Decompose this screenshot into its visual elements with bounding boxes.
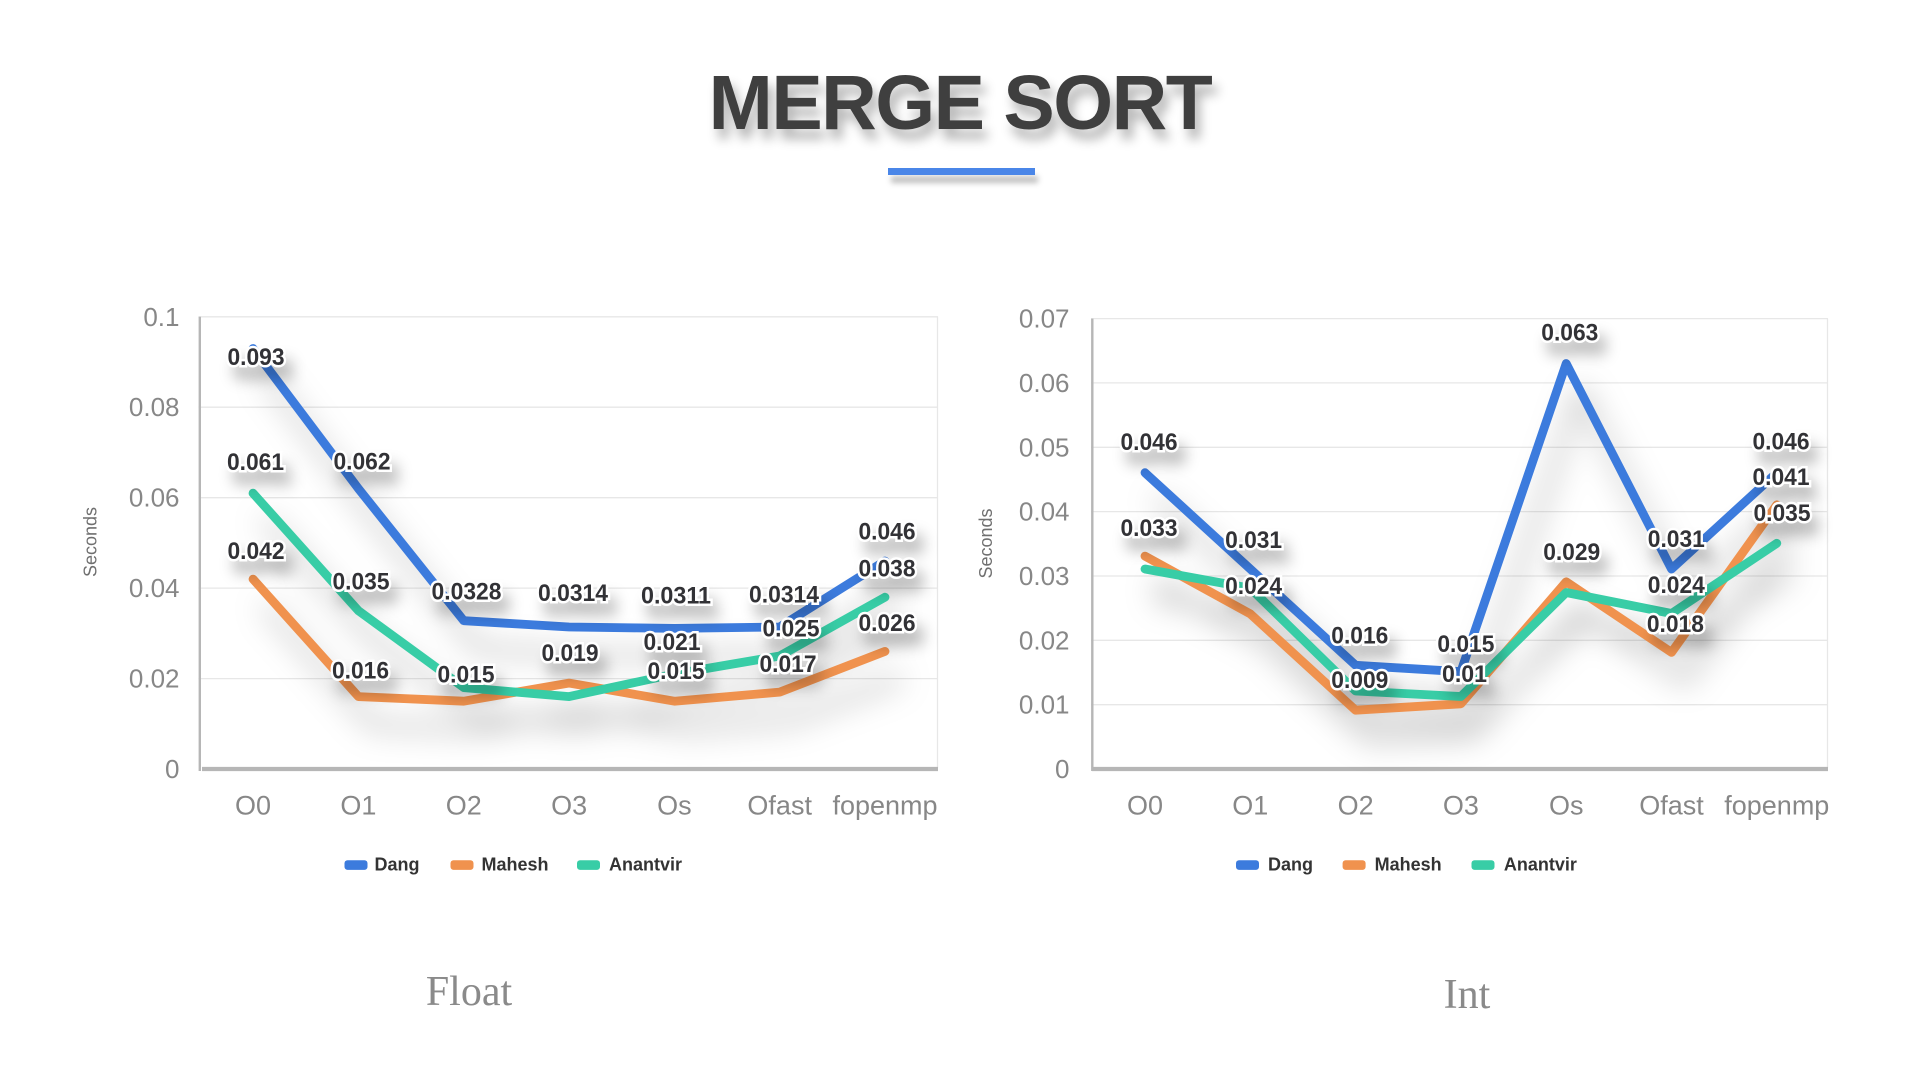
svg-text:0.08: 0.08: [129, 392, 180, 422]
svg-text:0.031: 0.031: [1648, 526, 1705, 553]
svg-text:0.063: 0.063: [1541, 320, 1598, 347]
svg-text:0.04: 0.04: [1019, 497, 1070, 527]
svg-text:0.031: 0.031: [1225, 527, 1282, 554]
svg-text:Anantvir: Anantvir: [609, 855, 682, 875]
svg-text:0.093: 0.093: [228, 344, 285, 371]
svg-text:0.015: 0.015: [1437, 631, 1494, 658]
svg-text:0.03: 0.03: [1019, 561, 1070, 591]
svg-text:Dang: Dang: [1268, 855, 1313, 875]
svg-text:Seconds: Seconds: [976, 508, 996, 578]
svg-text:0.033: 0.033: [1121, 515, 1178, 542]
svg-text:0: 0: [165, 754, 179, 784]
svg-text:0.015: 0.015: [648, 658, 705, 685]
svg-text:0.009: 0.009: [1331, 667, 1388, 694]
svg-text:Os: Os: [657, 790, 692, 820]
svg-text:0.07: 0.07: [1019, 304, 1070, 334]
svg-text:O1: O1: [340, 790, 376, 820]
svg-text:0.02: 0.02: [129, 664, 180, 694]
svg-text:Dang: Dang: [375, 855, 420, 875]
svg-text:Mahesh: Mahesh: [482, 855, 549, 875]
svg-text:0.019: 0.019: [542, 640, 599, 667]
svg-text:O3: O3: [1443, 790, 1479, 820]
svg-text:O3: O3: [551, 790, 587, 820]
svg-text:0.035: 0.035: [333, 569, 390, 596]
svg-text:0.06: 0.06: [1019, 368, 1070, 398]
svg-text:0.035: 0.035: [1754, 500, 1811, 527]
svg-text:0.04: 0.04: [129, 573, 180, 603]
svg-text:0: 0: [1055, 754, 1069, 784]
svg-text:0.024: 0.024: [1648, 572, 1706, 599]
svg-text:0.0311: 0.0311: [641, 583, 711, 610]
svg-text:Mahesh: Mahesh: [1375, 855, 1442, 875]
svg-text:O0: O0: [1127, 790, 1163, 820]
svg-text:0.038: 0.038: [859, 556, 916, 583]
svg-text:O2: O2: [1338, 790, 1374, 820]
svg-text:Anantvir: Anantvir: [1504, 855, 1577, 875]
svg-text:0.02: 0.02: [1019, 625, 1070, 655]
svg-text:0.0314: 0.0314: [749, 582, 820, 609]
svg-text:0.062: 0.062: [334, 449, 391, 476]
svg-text:fopenmp: fopenmp: [832, 790, 937, 820]
svg-text:0.046: 0.046: [859, 519, 916, 546]
svg-text:0.0328: 0.0328: [432, 579, 502, 606]
svg-text:0.06: 0.06: [129, 483, 180, 513]
svg-text:0.017: 0.017: [760, 651, 817, 678]
svg-text:0.042: 0.042: [228, 538, 285, 565]
svg-text:Seconds: Seconds: [81, 507, 101, 577]
svg-text:0.041: 0.041: [1753, 464, 1810, 491]
svg-text:O1: O1: [1232, 790, 1268, 820]
svg-text:0.0314: 0.0314: [538, 580, 609, 607]
svg-text:0.016: 0.016: [332, 658, 389, 685]
svg-text:fopenmp: fopenmp: [1724, 790, 1829, 820]
svg-text:Os: Os: [1549, 790, 1584, 820]
svg-text:0.018: 0.018: [1647, 611, 1704, 638]
svg-text:O0: O0: [235, 790, 271, 820]
svg-text:Ofast: Ofast: [747, 790, 812, 820]
svg-text:0.05: 0.05: [1019, 432, 1070, 462]
svg-text:0.029: 0.029: [1543, 539, 1600, 566]
svg-text:0.046: 0.046: [1121, 429, 1178, 456]
svg-text:0.015: 0.015: [438, 662, 495, 689]
svg-text:0.061: 0.061: [227, 449, 284, 476]
svg-text:0.025: 0.025: [763, 616, 820, 643]
svg-text:0.021: 0.021: [644, 629, 701, 656]
svg-text:0.026: 0.026: [859, 610, 916, 637]
svg-text:0.016: 0.016: [1331, 622, 1388, 649]
svg-text:Ofast: Ofast: [1639, 790, 1704, 820]
svg-text:0.046: 0.046: [1753, 429, 1810, 456]
svg-text:0.01: 0.01: [1019, 690, 1070, 720]
svg-text:0.024: 0.024: [1225, 573, 1283, 600]
svg-text:0.1: 0.1: [143, 302, 179, 332]
svg-text:O2: O2: [446, 790, 482, 820]
svg-text:0.01: 0.01: [1442, 661, 1487, 688]
